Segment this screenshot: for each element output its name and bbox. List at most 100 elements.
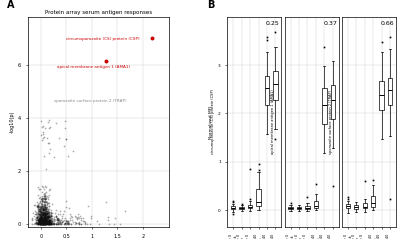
- Point: [62, 137, 69, 141]
- PathPatch shape: [248, 205, 252, 208]
- Point: [37, 219, 44, 223]
- Point: [46, 212, 52, 216]
- Point: [65, 222, 71, 226]
- Point: [46, 187, 53, 191]
- PathPatch shape: [265, 76, 269, 105]
- Point: [47, 222, 54, 226]
- Point: [42, 216, 48, 220]
- Point: [44, 222, 51, 226]
- Point: [46, 218, 52, 222]
- Point: [53, 221, 59, 224]
- Point: [43, 214, 50, 218]
- Point: [35, 203, 42, 206]
- Point: [47, 217, 54, 220]
- Point: [46, 210, 52, 214]
- Point: [45, 223, 51, 226]
- Point: [37, 202, 44, 206]
- Point: [41, 208, 47, 212]
- Point: [40, 124, 46, 128]
- Point: [34, 217, 40, 220]
- Point: [47, 222, 53, 226]
- Point: [43, 216, 49, 219]
- Point: [103, 59, 110, 63]
- Point: [47, 218, 53, 222]
- PathPatch shape: [322, 88, 326, 124]
- Point: [29, 216, 35, 220]
- Point: [39, 218, 46, 222]
- Point: [42, 222, 49, 225]
- Point: [38, 217, 44, 221]
- Point: [44, 216, 50, 220]
- Point: [44, 201, 51, 205]
- Point: [36, 222, 42, 226]
- PathPatch shape: [288, 207, 293, 209]
- Point: [64, 222, 71, 226]
- Point: [41, 215, 47, 219]
- Point: [48, 222, 54, 226]
- Point: [54, 216, 61, 220]
- Point: [42, 214, 48, 217]
- Point: [63, 221, 69, 225]
- Point: [43, 221, 49, 224]
- Point: [36, 219, 43, 223]
- Point: [44, 208, 51, 212]
- Point: [35, 217, 42, 221]
- Point: [35, 221, 41, 225]
- Point: [54, 222, 61, 226]
- Point: [37, 217, 44, 221]
- Point: [39, 213, 45, 217]
- Point: [42, 213, 49, 217]
- Point: [48, 221, 54, 225]
- Point: [40, 210, 47, 214]
- Point: [36, 210, 43, 214]
- Point: [40, 221, 46, 225]
- Point: [48, 214, 55, 218]
- Point: [39, 202, 46, 206]
- Point: [38, 216, 44, 219]
- Point: [42, 221, 48, 225]
- Point: [45, 207, 52, 211]
- Point: [42, 216, 49, 220]
- Point: [66, 222, 72, 226]
- Point: [40, 221, 46, 224]
- Point: [42, 215, 49, 219]
- Point: [38, 213, 44, 217]
- Point: [37, 221, 44, 225]
- Point: [45, 209, 51, 213]
- Point: [43, 211, 50, 215]
- Point: [40, 154, 47, 158]
- PathPatch shape: [240, 207, 244, 209]
- Point: [40, 222, 46, 226]
- Point: [37, 217, 43, 221]
- Point: [38, 217, 44, 221]
- Point: [117, 222, 123, 226]
- Point: [46, 220, 53, 223]
- Point: [50, 221, 57, 224]
- Point: [45, 220, 52, 224]
- Point: [40, 218, 46, 222]
- Point: [40, 221, 46, 224]
- Point: [42, 219, 49, 223]
- Point: [41, 197, 48, 201]
- Point: [39, 125, 46, 129]
- Point: [40, 208, 46, 212]
- Point: [42, 216, 48, 220]
- Point: [42, 218, 48, 222]
- Point: [39, 220, 46, 224]
- Point: [40, 208, 46, 212]
- Point: [45, 214, 51, 218]
- Point: [38, 210, 44, 213]
- Point: [44, 219, 50, 223]
- Point: [42, 218, 49, 222]
- Point: [40, 197, 46, 201]
- Point: [40, 199, 47, 203]
- Point: [39, 221, 46, 225]
- Point: [51, 222, 57, 226]
- Point: [47, 219, 53, 223]
- Point: [42, 211, 48, 215]
- Point: [39, 204, 45, 208]
- Point: [40, 192, 47, 196]
- Point: [47, 210, 54, 213]
- Point: [46, 215, 52, 218]
- Point: [36, 222, 42, 226]
